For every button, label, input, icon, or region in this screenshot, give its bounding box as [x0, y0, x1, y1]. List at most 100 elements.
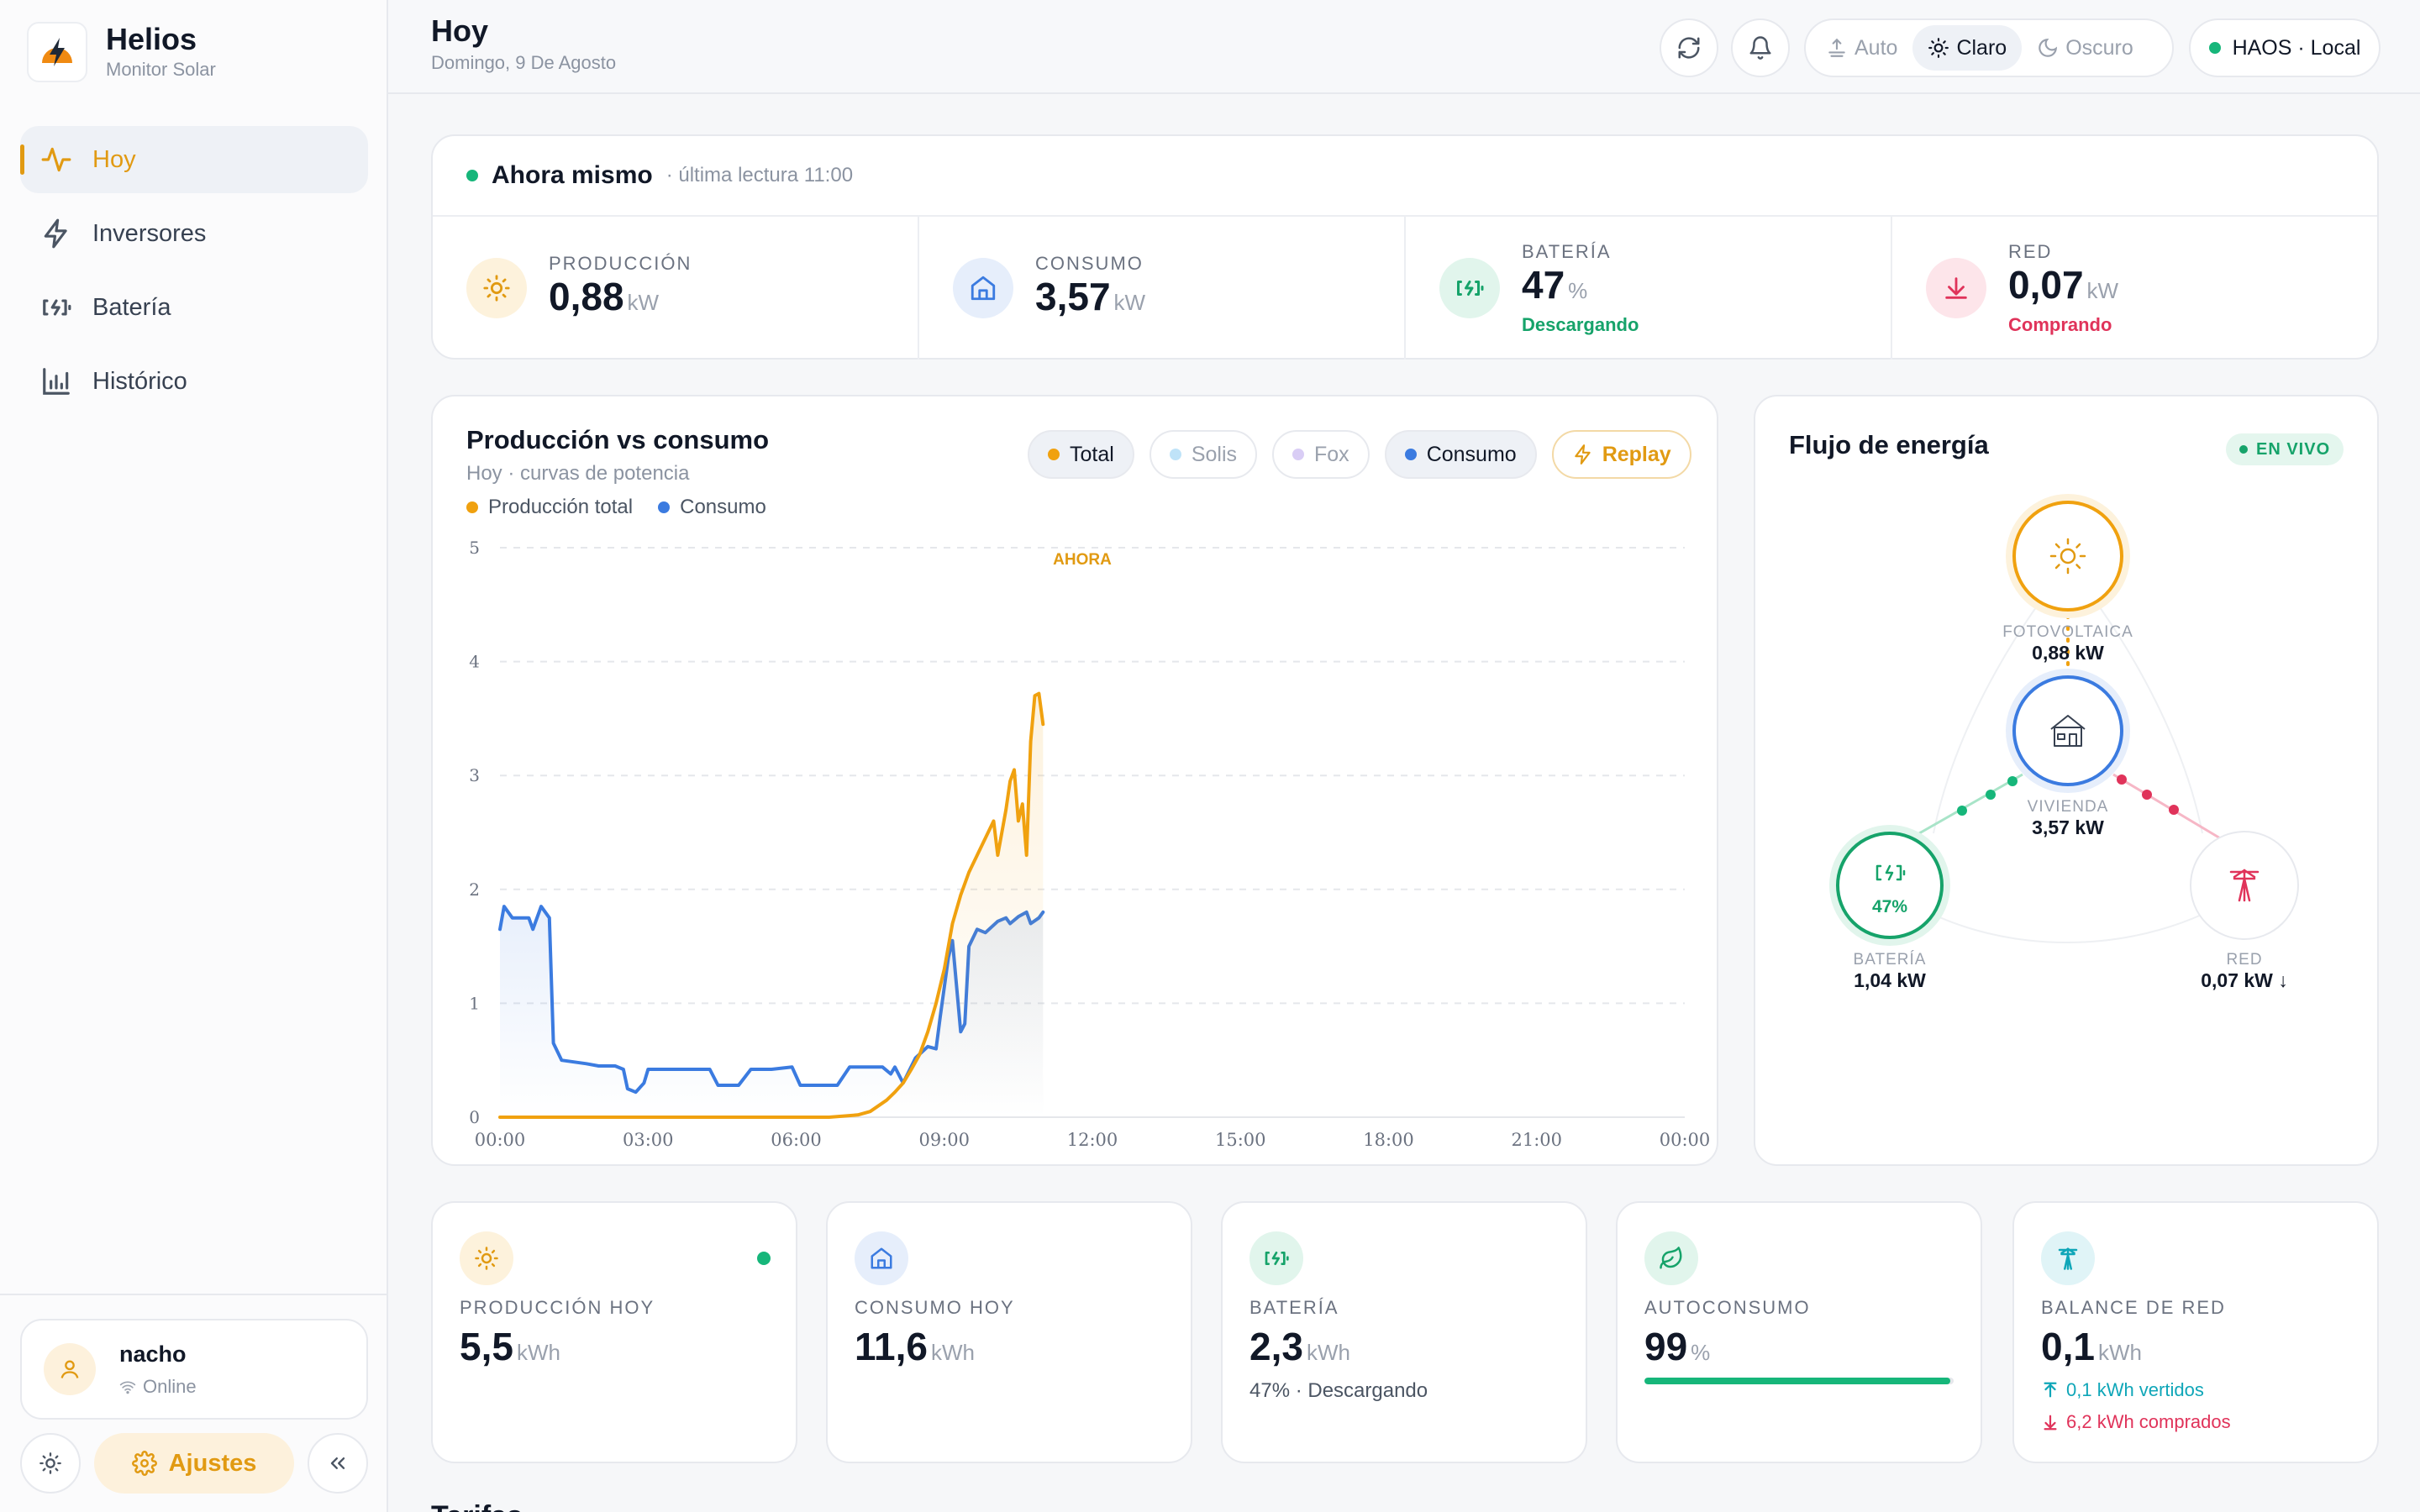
metric-unit: kW — [2086, 277, 2119, 303]
filter-solis-chip[interactable]: Solis — [1149, 430, 1257, 479]
stat-number: 5,5 — [460, 1325, 513, 1368]
sun-icon — [466, 258, 527, 318]
stat-card-autoconsumo: AUTOCONSUMO 99% — [1616, 1201, 1982, 1463]
sidebar-item-bateria[interactable]: Batería — [20, 274, 368, 341]
sidebar-actions: Ajustes — [20, 1433, 368, 1494]
flow-dot — [2169, 805, 2179, 815]
connection-label: HAOS · Local — [2232, 35, 2361, 60]
now-marker-label: AHORA — [1053, 551, 1112, 569]
download-icon — [1926, 258, 1986, 318]
theme-dark-label: Oscuro — [2065, 35, 2133, 60]
stat-note: 47% · Descargando — [1249, 1379, 1428, 1402]
metric-number: 0,88 — [549, 274, 624, 318]
avatar — [44, 1343, 96, 1395]
theme-auto-option[interactable]: Auto — [1811, 25, 1912, 71]
live-dot — [466, 170, 478, 181]
top-header: Hoy Domingo, 9 De Agosto Auto Claro Oscu… — [388, 0, 2420, 94]
page-date: Domingo, 9 De Agosto — [431, 52, 617, 73]
metric-note: Descargando — [1522, 313, 1639, 335]
theme-dark-option[interactable]: Oscuro — [2022, 25, 2149, 71]
sidebar-nav: Hoy Inversores Batería Histórico — [20, 126, 368, 422]
y-tick-label: 4 — [469, 652, 480, 672]
live-badge-label: EN VIVO — [2256, 439, 2331, 459]
refresh-button[interactable] — [1660, 18, 1718, 77]
autoconsumo-progress-bar — [1644, 1378, 1954, 1384]
stat-unit: kWh — [516, 1340, 560, 1365]
user-card[interactable]: nacho Online — [20, 1319, 368, 1420]
stat-card-consumo-hoy: CONSUMO HOY 11,6 kWh — [826, 1201, 1192, 1463]
battery-node-label: BATERÍA — [1853, 951, 1927, 969]
replay-button[interactable]: Replay — [1551, 430, 1691, 479]
chip-label: Consumo — [1426, 442, 1517, 466]
arrow-up-icon — [2044, 1382, 2057, 1398]
metric-number: 0,07 — [2008, 262, 2084, 307]
stat-label: PRODUCCIÓN HOY — [460, 1297, 655, 1318]
now-title: Ahora mismo — [492, 161, 653, 189]
metric-red: RED 0,07 kW Comprando — [1892, 217, 2377, 360]
collapse-sidebar-button[interactable] — [308, 1433, 368, 1494]
solar-node-value: 0,88 kW — [2032, 642, 2104, 664]
theme-auto-label: Auto — [1854, 35, 1898, 60]
sidebar-item-historico[interactable]: Histórico — [20, 348, 368, 415]
sidebar: Helios Monitor Solar Hoy Inversores Bate… — [0, 0, 388, 1512]
home-node-label: VIVIENDA — [2027, 798, 2109, 816]
stat-card-produccion-hoy: PRODUCCIÓN HOY 5,5 kWh — [431, 1201, 797, 1463]
series-line-produccion — [498, 691, 1045, 1119]
metric-label: BATERÍA — [1522, 240, 1612, 262]
x-tick-label: 09:00 — [918, 1130, 970, 1150]
metric-note: Comprando — [2008, 313, 2112, 335]
brand: Helios Monitor Solar — [27, 22, 216, 82]
legend-label: Consumo — [680, 496, 766, 518]
sidebar-item-hoy[interactable]: Hoy — [20, 126, 368, 193]
series-area-produccion — [500, 693, 1044, 1117]
notifications-button[interactable] — [1731, 18, 1790, 77]
stat-unit: kWh — [931, 1340, 975, 1365]
flow-dot — [2007, 776, 2018, 786]
user-status: Online — [119, 1376, 197, 1398]
settings-button[interactable]: Ajustes — [94, 1433, 294, 1494]
x-tick-label: 03:00 — [623, 1130, 674, 1150]
home-icon — [855, 1231, 908, 1285]
flow-dot — [1986, 790, 1996, 800]
x-tick-label: 06:00 — [771, 1130, 822, 1150]
home-node — [2012, 675, 2123, 786]
metric-consumo: CONSUMO 3,57 kW — [919, 217, 1406, 360]
leaf-icon — [1644, 1231, 1698, 1285]
metric-label: PRODUCCIÓN — [549, 252, 692, 274]
metric-label: RED — [2008, 240, 2053, 262]
grid-node-value: 0,07 kW ↓ — [2201, 969, 2288, 991]
gear-icon — [131, 1451, 157, 1476]
metric-unit: % — [1568, 277, 1588, 303]
stat-number: 2,3 — [1249, 1325, 1303, 1368]
y-tick-label: 2 — [469, 879, 480, 900]
filter-total-chip[interactable]: Total — [1028, 430, 1134, 479]
grid-imported-text: 6,2 kWh comprados — [2066, 1411, 2231, 1432]
metric-number: 3,57 — [1035, 274, 1111, 318]
brand-name: Helios — [106, 22, 197, 56]
house-icon — [2050, 715, 2086, 747]
sidebar-footer: nacho Online Ajustes — [0, 1294, 388, 1494]
sun-icon — [2049, 538, 2086, 575]
grid-imported: 6,2 kWh comprados — [2041, 1411, 2231, 1433]
brand-subtitle: Monitor Solar — [106, 59, 216, 80]
arrow-down-icon — [2044, 1415, 2057, 1431]
x-tick-label: 00:00 — [1660, 1130, 1711, 1150]
filter-fox-chip[interactable]: Fox — [1272, 430, 1370, 479]
battery-icon — [1249, 1231, 1303, 1285]
legend-item-produccion: Producción total — [466, 496, 633, 519]
y-tick-label: 1 — [469, 993, 480, 1013]
grid-tower-icon — [2229, 869, 2260, 902]
theme-light-option[interactable]: Claro — [1912, 25, 2023, 71]
sidebar-item-label: Inversores — [92, 219, 207, 247]
connection-status-button[interactable]: HAOS · Local — [2189, 18, 2381, 77]
stat-value: 2,3 kWh — [1249, 1324, 1350, 1369]
sun-icon — [1928, 38, 1949, 58]
metric-value: 3,57 kW — [1035, 275, 1145, 324]
energy-flow-diagram: 47% — [1829, 494, 2299, 946]
sidebar-item-inversores[interactable]: Inversores — [20, 200, 368, 267]
moon-icon — [2039, 38, 2058, 57]
status-dot — [2208, 42, 2221, 54]
now-subtitle: · última lectura 11:00 — [666, 164, 854, 186]
theme-toggle-button[interactable] — [20, 1433, 81, 1494]
filter-consumo-chip[interactable]: Consumo — [1384, 430, 1537, 479]
